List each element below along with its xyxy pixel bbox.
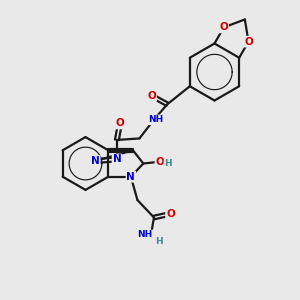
Text: O: O: [116, 118, 124, 128]
Text: N: N: [112, 154, 121, 164]
Text: O: O: [244, 37, 253, 46]
Text: O: O: [166, 209, 175, 219]
Text: NH: NH: [148, 115, 163, 124]
Text: N: N: [127, 172, 135, 182]
Text: O: O: [219, 22, 228, 32]
Text: H: H: [164, 159, 172, 168]
Text: N: N: [91, 156, 100, 166]
Text: H: H: [155, 237, 162, 246]
Text: O: O: [147, 91, 156, 101]
Text: O: O: [155, 157, 164, 167]
Text: NH: NH: [137, 230, 153, 239]
